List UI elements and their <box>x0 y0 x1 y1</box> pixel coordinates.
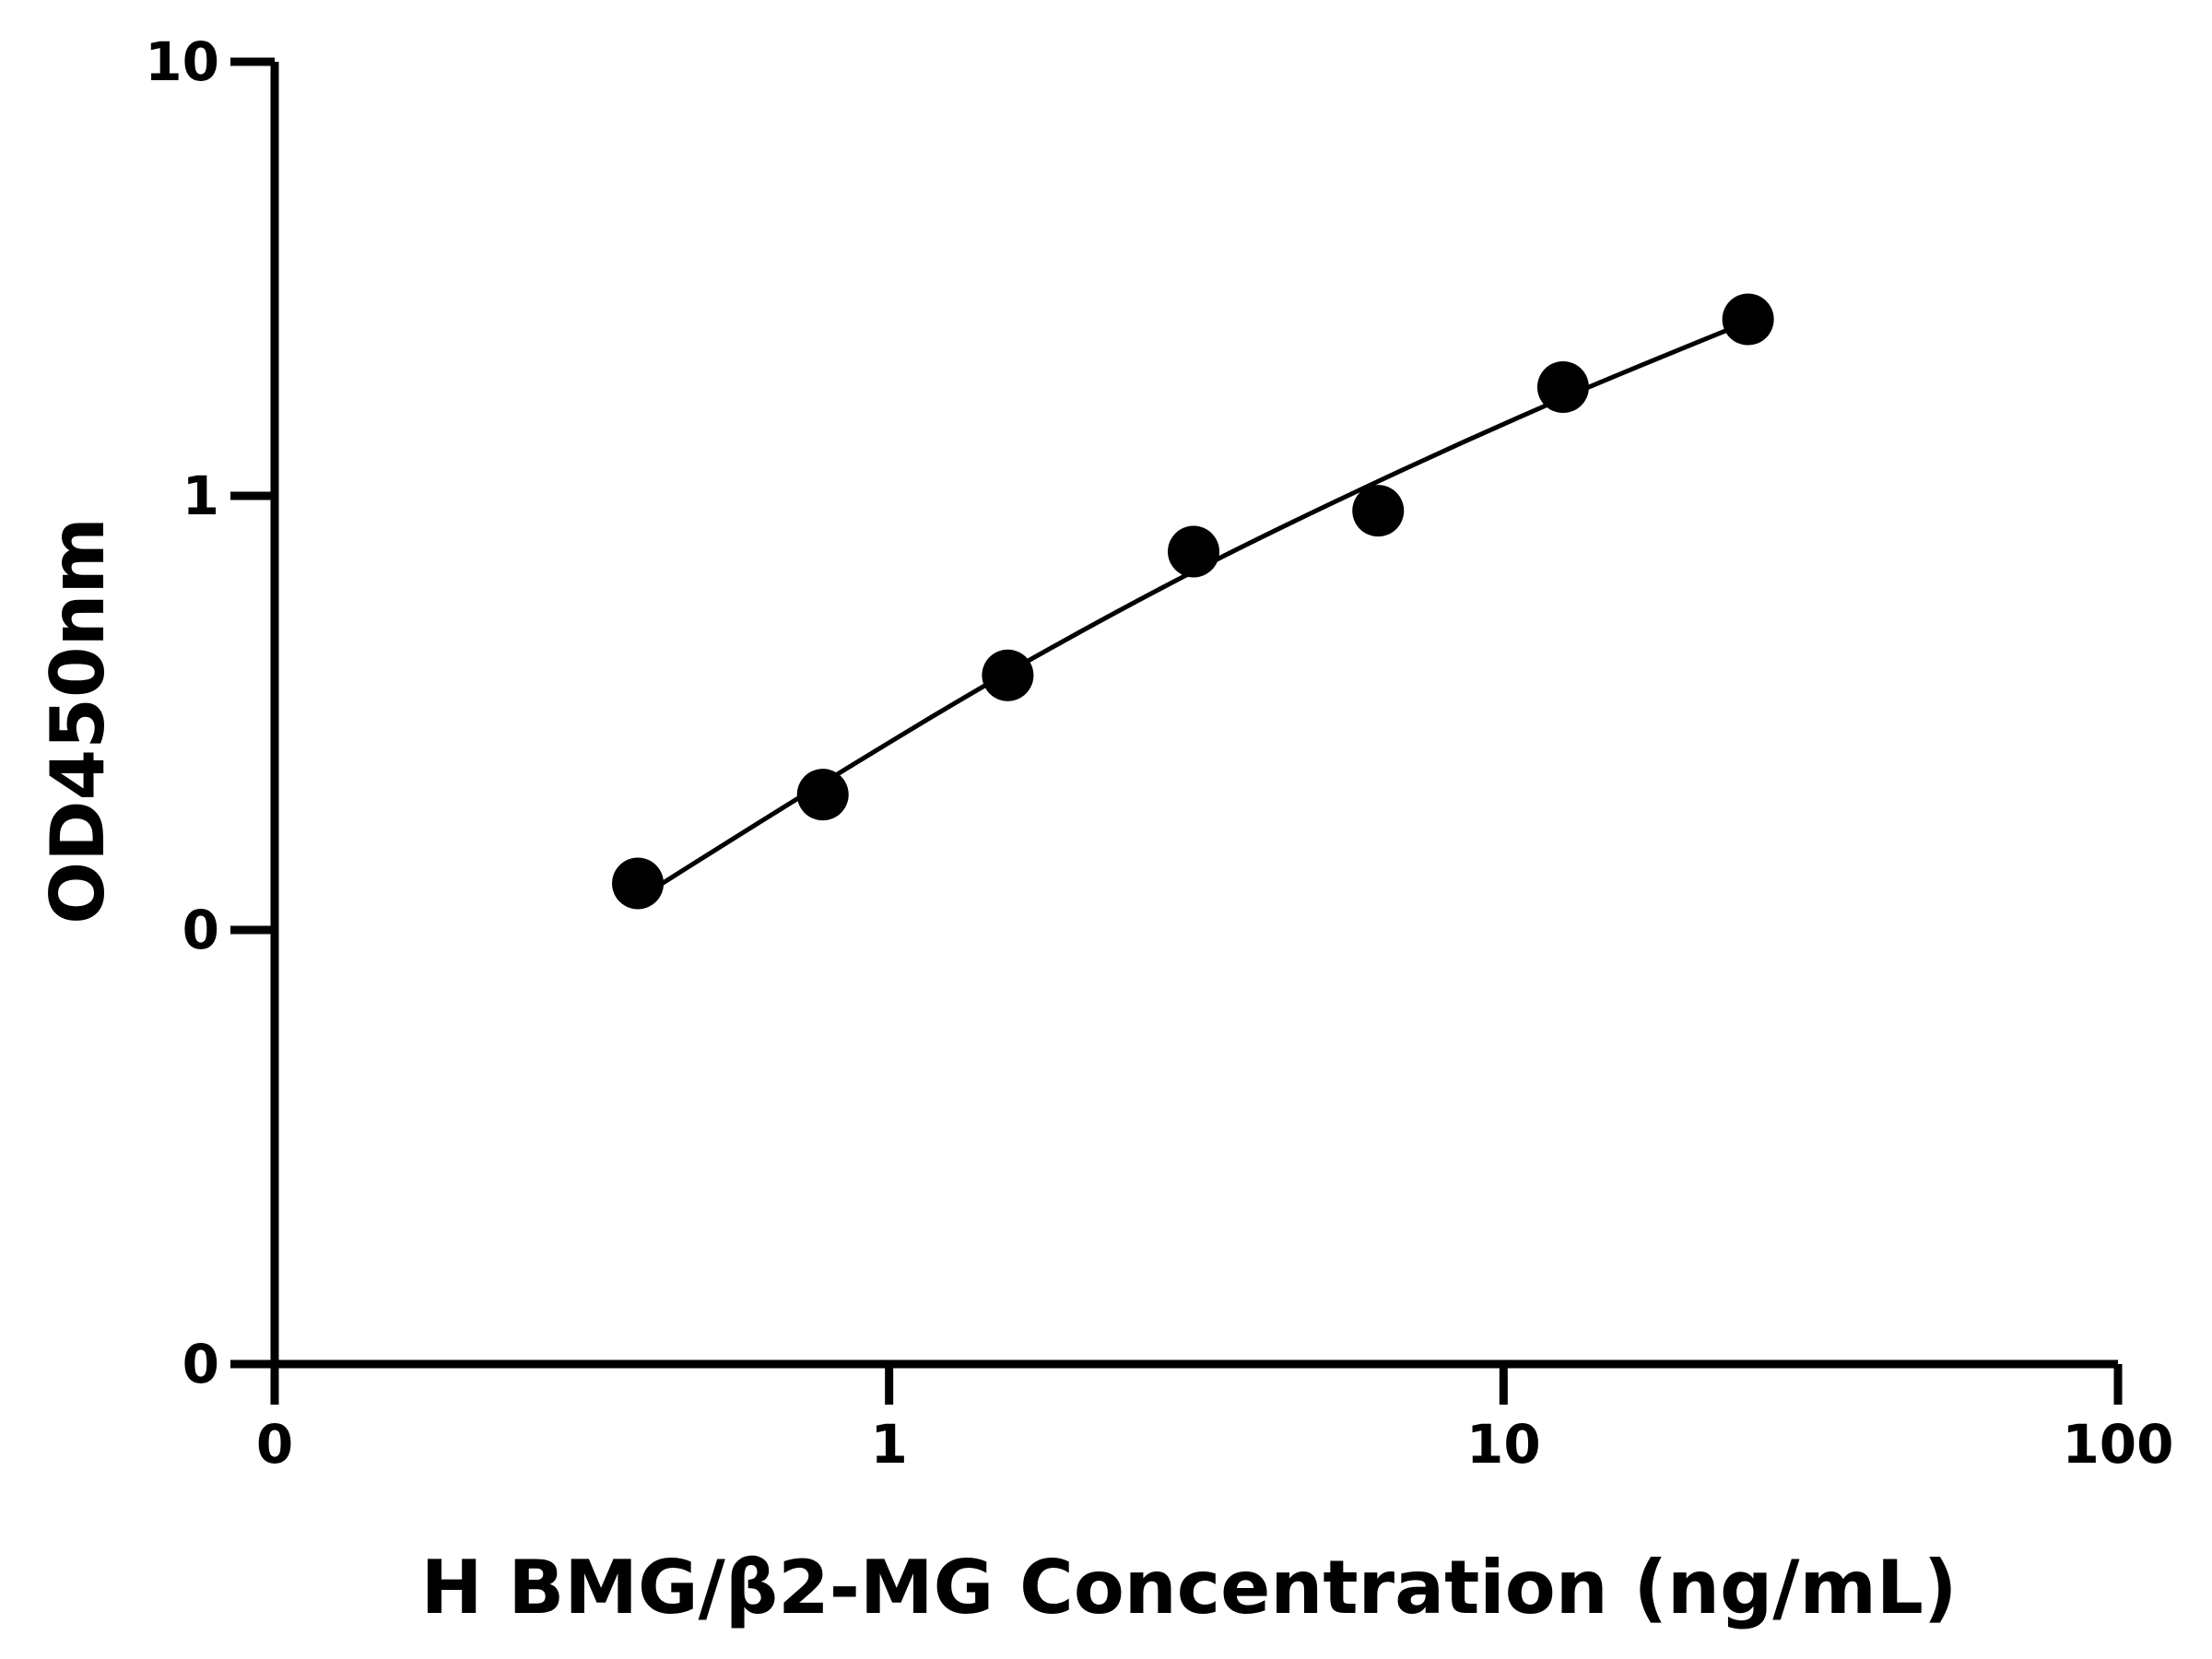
y-tick-label: 10 <box>145 30 219 93</box>
y-tick-label: 0 <box>182 899 219 961</box>
x-tick-label: 0 <box>256 1413 293 1476</box>
data-points <box>612 293 1774 910</box>
y-tick-label: 0 <box>182 1333 219 1395</box>
x-axis-ticks: 0 1 10 100 <box>256 1364 2174 1476</box>
data-point <box>982 649 1034 701</box>
data-point <box>1168 525 1220 578</box>
x-tick-label: 10 <box>1466 1413 1541 1476</box>
data-point <box>1352 485 1405 537</box>
data-point <box>1536 361 1589 414</box>
y-axis-title: OD450nm <box>35 517 121 924</box>
y-tick-label: 1 <box>182 465 219 527</box>
y-axis-ticks: 0 0 1 10 <box>145 30 275 1395</box>
data-point <box>796 769 849 821</box>
data-point <box>612 857 665 910</box>
x-axis-title: H BMG/β2-MG Concentration (ng/mL) <box>421 1545 1958 1630</box>
data-point <box>1722 293 1774 346</box>
x-tick-label: 100 <box>2062 1413 2173 1476</box>
x-tick-label: 1 <box>870 1413 907 1476</box>
